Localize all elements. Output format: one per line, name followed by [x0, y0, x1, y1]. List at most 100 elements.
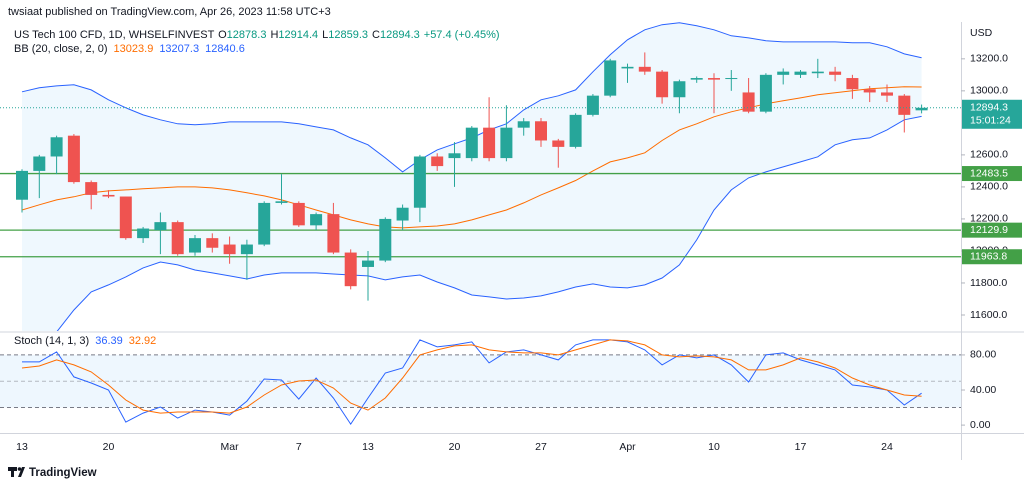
ohlc-key: C: [372, 29, 380, 41]
logo-slash: [18, 467, 25, 477]
candle-body: [638, 66, 651, 72]
candle-body: [465, 127, 478, 159]
ohlc-value: 12878.3: [227, 29, 267, 41]
level-label: 12129.9: [970, 224, 1008, 236]
candle-body: [863, 89, 876, 93]
brand-name: TradingView: [29, 467, 97, 479]
published-line: twsiaat published on TradingView.com, Ap…: [8, 6, 331, 18]
oscillator-name: Stoch (14, 1, 3): [14, 335, 89, 347]
candle-body: [586, 95, 599, 115]
candle-body: [846, 78, 859, 90]
x-tick-label: Apr: [619, 441, 636, 453]
candle-body: [362, 260, 374, 267]
oscillator-line: [22, 339, 922, 426]
oscillator-legend: Stoch (14, 1, 3) 36.39 32.92: [14, 335, 156, 347]
indicator-value: 13023.9: [114, 43, 154, 55]
candle-body: [690, 78, 703, 80]
candle-body: [33, 156, 46, 171]
level-label-box: [962, 222, 1022, 238]
x-tick-label: Mar: [221, 441, 240, 453]
candle-body: [569, 114, 582, 147]
candle-body: [829, 71, 842, 75]
candle-body: [881, 92, 893, 96]
y-tick-label: 13000.0: [970, 85, 1008, 97]
candle-body: [396, 207, 409, 221]
price-pane: [0, 22, 961, 331]
candle-body: [413, 156, 426, 208]
x-tick-label: 10: [708, 441, 720, 453]
x-tick-label: 20: [103, 441, 115, 453]
band-fill: [0, 354, 961, 408]
y-tick-label: 12200.0: [970, 213, 1008, 225]
candle-body: [119, 196, 132, 239]
candle-body: [431, 156, 444, 167]
indicator-legend: BB (20, close, 2, 0) 13023.9 13207.3 12840.…: [14, 43, 245, 55]
candle-body: [154, 222, 167, 231]
candle-body: [102, 194, 115, 197]
candle-body: [275, 201, 288, 203]
ohlc-value: 12859.3: [328, 29, 368, 41]
logo-stem: [11, 467, 14, 477]
x-tick-label: 27: [535, 441, 547, 453]
brand-logo: [8, 467, 25, 477]
candle-body: [725, 78, 738, 80]
candle-body: [621, 66, 634, 69]
x-tick-label: 7: [296, 441, 302, 453]
indicator-value: 13207.3: [159, 43, 199, 55]
candle-body: [189, 238, 201, 253]
y-tick-label: 0.00: [970, 419, 991, 431]
ohlc-value: 12914.4: [278, 29, 318, 41]
last-price-box: [962, 99, 1022, 129]
candle-body: [67, 135, 80, 183]
x-tick-label: 24: [881, 441, 893, 453]
level-label: 11963.8: [970, 251, 1007, 263]
candle-body: [535, 121, 547, 141]
x-tick-label: 13: [16, 441, 28, 453]
candle-body: [673, 81, 686, 98]
x-tick-label: 17: [795, 441, 807, 453]
candle-body: [708, 78, 720, 80]
y-tick-label: 40.00: [970, 384, 996, 396]
y-tick-label: 11600.0: [970, 309, 1007, 321]
y-tick-label: 13200.0: [970, 53, 1008, 65]
candle-body: [656, 71, 669, 98]
candle-body: [137, 228, 150, 239]
candle-body: [915, 107, 928, 111]
candle-body: [16, 170, 28, 200]
y-tick-label: 12400.0: [970, 181, 1008, 193]
level-label-box: [962, 249, 1022, 265]
candle-body: [223, 244, 236, 255]
ohlc-key: L: [322, 29, 328, 41]
oscillator-value: 36.39: [95, 335, 123, 347]
candle-body: [292, 202, 305, 226]
level-label: 12483.5: [970, 167, 1008, 179]
candle-body: [811, 71, 824, 74]
y-tick-label: 11800.0: [970, 277, 1007, 289]
x-tick-label: 13: [362, 441, 374, 453]
x-tick-label: 20: [449, 441, 461, 453]
oscillator-pane: [0, 339, 961, 426]
logo-dot: [17, 467, 22, 471]
symbol-legend: US Tech 100 CFD, 1D, WHSELFINVEST O12878.…: [14, 29, 500, 41]
ohlc-key: O: [218, 29, 227, 41]
candle-body: [240, 244, 253, 255]
symbol-title: US Tech 100 CFD, 1D, WHSELFINVEST: [14, 29, 215, 41]
ohlc-value: 12894.3: [380, 29, 420, 41]
candle-body: [759, 74, 772, 112]
candle-body: [85, 182, 98, 195]
ohlc-key: H: [270, 29, 278, 41]
candle-body: [898, 95, 911, 115]
candle-body: [50, 137, 63, 157]
candle-body: [206, 238, 219, 248]
candle-body: [604, 60, 617, 96]
y-tick-label: 80.00: [970, 349, 996, 361]
candle-body: [310, 214, 323, 226]
change-value: +57.4 (+0.45%): [424, 29, 500, 41]
currency-label: USD: [970, 27, 993, 39]
candle-body: [777, 71, 790, 75]
candle-body: [448, 153, 461, 159]
candle-body: [327, 214, 340, 253]
band-line: [56, 115, 922, 331]
